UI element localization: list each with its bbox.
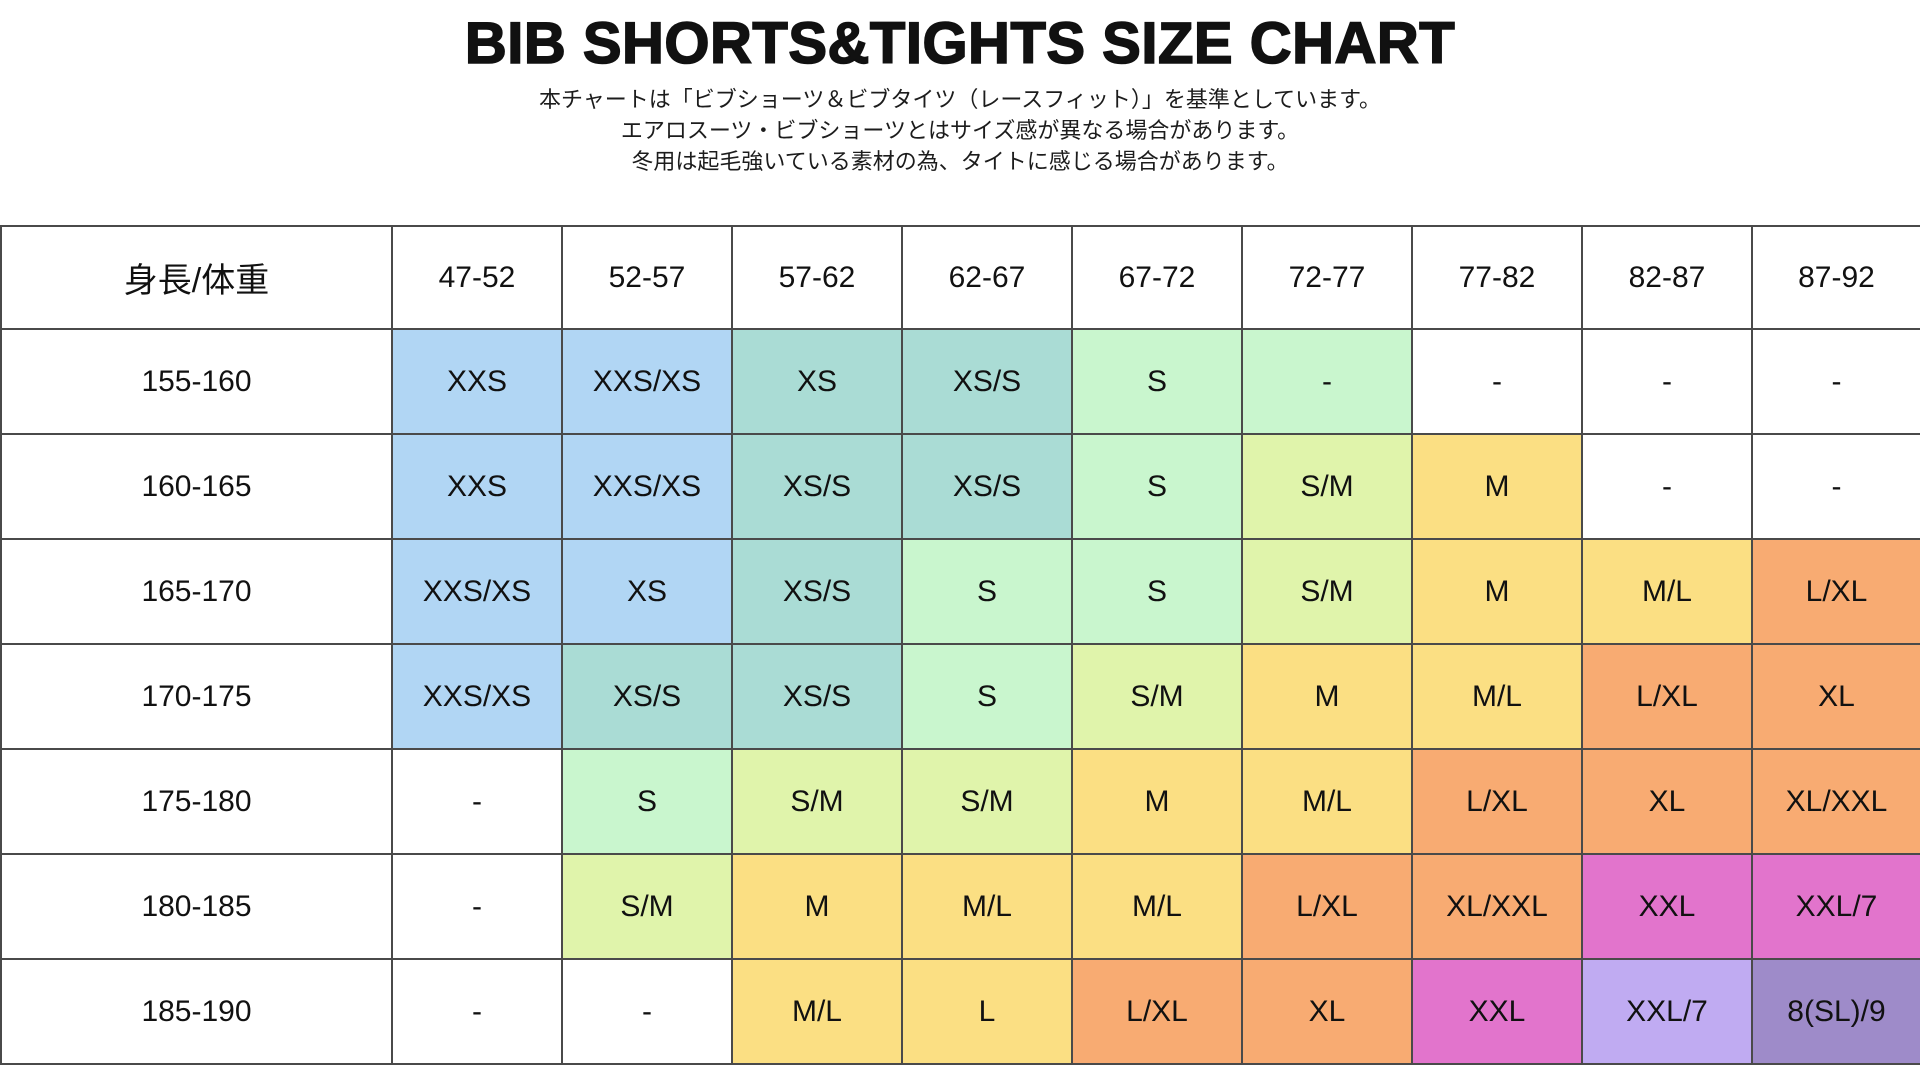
size-cell: XS/S <box>901 328 1073 435</box>
size-cell: - <box>1241 328 1413 435</box>
size-cell: S <box>1071 433 1243 540</box>
size-cell: - <box>1411 328 1583 435</box>
size-cell: M/L <box>1241 748 1413 855</box>
size-table-body: 155-160 XXS XXS/XS XS XS/S S - - - -160-165 XXS XXS… <box>0 328 1920 1065</box>
size-cell: M <box>1071 748 1243 855</box>
size-cell: XS/S <box>901 433 1073 540</box>
size-cell: XS/S <box>561 643 733 750</box>
size-cell: S <box>1071 328 1243 435</box>
size-cell: XXS/XS <box>561 433 733 540</box>
size-cell: - <box>391 748 563 855</box>
size-cell: XS/S <box>731 538 903 645</box>
size-cell: M/L <box>1071 853 1243 960</box>
size-cell: S/M <box>1071 643 1243 750</box>
row-label-height-range: 170-175 <box>0 643 393 750</box>
table-row: 185-190- - M/L L L/XL XL XXL XXL/7 8(SL)/9 <box>0 958 1920 1065</box>
size-cell: L/XL <box>1071 958 1243 1065</box>
column-header-82-87: 82-87 <box>1581 225 1753 330</box>
size-cell: M/L <box>731 958 903 1065</box>
size-cell: - <box>1581 328 1753 435</box>
size-cell: XXS <box>391 328 563 435</box>
row-label-height-range: 155-160 <box>0 328 393 435</box>
size-cell: S/M <box>561 853 733 960</box>
size-cell: S/M <box>731 748 903 855</box>
column-header-52-57: 52-57 <box>561 225 733 330</box>
column-header-87-92: 87-92 <box>1751 225 1920 330</box>
size-cell: XXL <box>1411 958 1583 1065</box>
size-cell: XXS <box>391 433 563 540</box>
header-section: BIB SHORTS&TIGHTS SIZE CHART 本チャートは「ビブショ… <box>0 10 1920 177</box>
subtitle-line-1: 本チャートは「ビブショーツ＆ビブタイツ（レースフィット）」を基準としています。 <box>539 87 1381 112</box>
column-header-57-62: 57-62 <box>731 225 903 330</box>
column-header-72-77: 72-77 <box>1241 225 1413 330</box>
size-cell: XXL/7 <box>1751 853 1920 960</box>
table-row: 180-185- S/M M M/L M/L L/XL XL/XXL XXL XXL/7 <box>0 853 1920 960</box>
header-row: 身長/体重 47-52 52-57 57-62 62-67 67-72 72-7… <box>0 225 1920 330</box>
subtitle-block: 本チャートは「ビブショーツ＆ビブタイツ（レースフィット）」を基準としています。 … <box>0 84 1920 177</box>
size-cell: - <box>1581 433 1753 540</box>
size-cell: M/L <box>1581 538 1753 645</box>
size-cell: M <box>1241 643 1413 750</box>
column-header-67-72: 67-72 <box>1071 225 1243 330</box>
table-row: 155-160 XXS XXS/XS XS XS/S S - - - - <box>0 328 1920 435</box>
size-cell: XL/XXL <box>1411 853 1583 960</box>
size-cell: - <box>391 853 563 960</box>
page-title: BIB SHORTS&TIGHTS SIZE CHART <box>464 10 1456 77</box>
size-cell: - <box>1751 328 1920 435</box>
size-cell: XS <box>561 538 733 645</box>
size-cell: XL <box>1751 643 1920 750</box>
size-cell: XL <box>1581 748 1753 855</box>
column-header-47-52: 47-52 <box>391 225 563 330</box>
size-cell: M <box>1411 538 1583 645</box>
subtitle-line-2: エアロスーツ・ビブショーツとはサイズ感が異なる場合があります。 <box>620 118 1300 143</box>
size-cell: M <box>1411 433 1583 540</box>
size-cell: M/L <box>901 853 1073 960</box>
size-chart-table: 身長/体重 47-52 52-57 57-62 62-67 67-72 72-7… <box>0 225 1920 1065</box>
size-cell: L/XL <box>1411 748 1583 855</box>
size-cell: XXL/7 <box>1581 958 1753 1065</box>
size-cell: XL/XXL <box>1751 748 1920 855</box>
size-cell: XXS/XS <box>391 538 563 645</box>
size-cell: M/L <box>1411 643 1583 750</box>
size-cell: XXS/XS <box>561 328 733 435</box>
table-row: 160-165 XXS XXS/XS XS/S XS/S S S/M M - - <box>0 433 1920 540</box>
row-label-height-range: 185-190 <box>0 958 393 1065</box>
column-header-62-67: 62-67 <box>901 225 1073 330</box>
corner-header-height-weight: 身長/体重 <box>0 225 393 330</box>
size-cell: XXL <box>1581 853 1753 960</box>
size-cell: XS <box>731 328 903 435</box>
size-cell: XS/S <box>731 433 903 540</box>
row-label-height-range: 165-170 <box>0 538 393 645</box>
size-cell: S <box>1071 538 1243 645</box>
size-cell: S <box>901 538 1073 645</box>
size-cell: S/M <box>1241 433 1413 540</box>
size-cell: S/M <box>1241 538 1413 645</box>
size-cell: - <box>561 958 733 1065</box>
size-cell: - <box>1751 433 1920 540</box>
row-label-height-range: 180-185 <box>0 853 393 960</box>
size-cell: L/XL <box>1751 538 1920 645</box>
size-cell: L <box>901 958 1073 1065</box>
size-cell: XL <box>1241 958 1413 1065</box>
row-label-height-range: 160-165 <box>0 433 393 540</box>
size-cell: L/XL <box>1241 853 1413 960</box>
table-row: 175-180- S S/M S/M M M/L L/XL XL XL/XXL <box>0 748 1920 855</box>
size-cell: L/XL <box>1581 643 1753 750</box>
subtitle-line-3: 冬用は起毛強いている素材の為、タイトに感じる場合があります。 <box>631 149 1289 174</box>
row-label-height-range: 175-180 <box>0 748 393 855</box>
table-row: 170-175 XXS/XS XS/S XS/S S S/M M M/L L/XL XL <box>0 643 1920 750</box>
size-cell: S/M <box>901 748 1073 855</box>
size-cell: - <box>391 958 563 1065</box>
column-header-77-82: 77-82 <box>1411 225 1583 330</box>
table-row: 165-170 XXS/XS XS XS/S S S S/M M M/L L/XL <box>0 538 1920 645</box>
size-cell: XXS/XS <box>391 643 563 750</box>
size-cell: XS/S <box>731 643 903 750</box>
size-cell: S <box>561 748 733 855</box>
size-cell: M <box>731 853 903 960</box>
size-cell: 8(SL)/9 <box>1751 958 1920 1065</box>
size-cell: S <box>901 643 1073 750</box>
